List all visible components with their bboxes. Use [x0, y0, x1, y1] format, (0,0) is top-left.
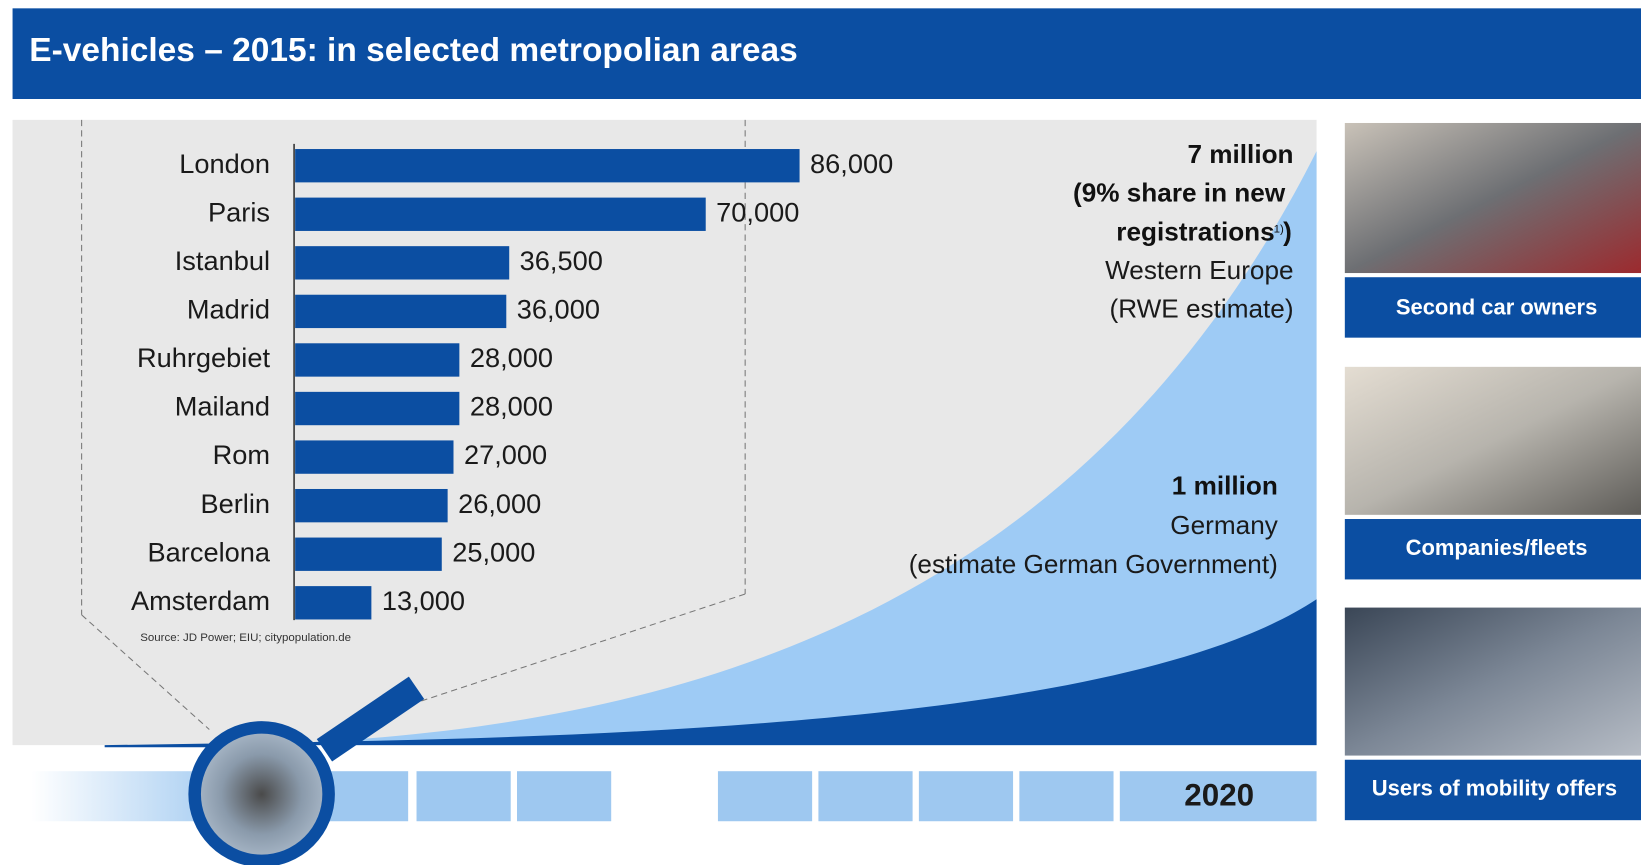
annotation: (estimate German Government) [909, 549, 1278, 579]
annotation: 1 million [1172, 471, 1278, 501]
category-label: Istanbul [175, 245, 270, 276]
bar [295, 488, 448, 523]
value-label: 28,000 [470, 391, 553, 422]
panel-label: Users of mobility offers [1372, 776, 1617, 801]
annotation: Western Europe [1105, 255, 1293, 285]
value-label: 36,000 [517, 294, 600, 325]
annotation: (9% share in new [1073, 178, 1286, 208]
zoom-frame [81, 614, 210, 730]
photo [1344, 366, 1641, 515]
category-label: Mailand [175, 391, 270, 422]
category-label: Ruhrgebiet [137, 342, 271, 373]
timeline-box [918, 771, 1014, 822]
value-label: 36,500 [520, 245, 603, 276]
growth-curve-light [313, 151, 1317, 746]
bar [295, 586, 372, 620]
value-label: 86,000 [810, 148, 893, 179]
value-label: 27,000 [464, 439, 547, 470]
category-label: Madrid [187, 294, 270, 325]
bar [295, 440, 454, 474]
annotation: registrations [1116, 216, 1274, 246]
value-label: 28,000 [470, 342, 553, 373]
value-label: 70,000 [716, 196, 799, 227]
timeline-box [516, 771, 612, 822]
category-label: Berlin [200, 488, 270, 519]
timeline-box [416, 771, 511, 822]
panel-label: Second car owners [1396, 294, 1597, 319]
category-label: Rom [213, 439, 270, 470]
panel-bar [1344, 759, 1641, 821]
annotation: Germany [1170, 510, 1278, 540]
bar [295, 149, 800, 183]
category-label: Barcelona [148, 536, 271, 567]
bar [295, 197, 706, 231]
annotation: (RWE estimate) [1110, 293, 1294, 323]
value-label: 25,000 [452, 536, 535, 567]
timeline-box [717, 771, 813, 822]
timeline-box [818, 771, 913, 822]
growth-curve-dark [313, 599, 1317, 746]
title: E-vehicles – 2015: in selected metropoli… [29, 32, 797, 69]
value-label: 26,000 [458, 488, 541, 519]
bar [295, 343, 460, 377]
annotation-paren: ) [1283, 216, 1292, 246]
magnifier-lens [188, 721, 335, 865]
panel-label: Companies/fleets [1406, 535, 1588, 560]
bar [295, 246, 510, 280]
panel-bar [1344, 519, 1641, 580]
annotation-footnote: 1) [1274, 223, 1284, 235]
annotation: 7 million [1187, 139, 1293, 169]
timeline-label: 2020 [1184, 778, 1254, 813]
category-label: Amsterdam [131, 585, 270, 616]
photo [1344, 122, 1641, 274]
panel-bar [1344, 277, 1641, 338]
category-label: Paris [208, 196, 270, 227]
category-label: London [179, 148, 270, 179]
timeline-box [1019, 771, 1114, 822]
bar [295, 294, 507, 329]
photo [1344, 607, 1641, 756]
timeline-box [1119, 771, 1317, 822]
bar [295, 537, 442, 571]
magnifier-handle [316, 676, 425, 762]
header-bar [12, 8, 1641, 100]
value-label: 13,000 [382, 585, 465, 616]
bar [295, 391, 460, 426]
source: Source: JD Power; EIU; citypopulation.de [140, 632, 351, 644]
